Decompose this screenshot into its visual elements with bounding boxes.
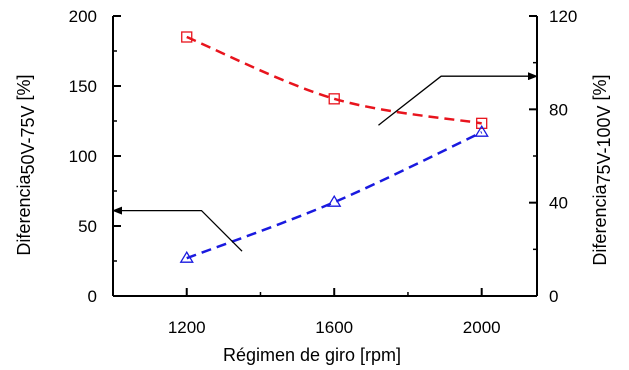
x-tick-label: 1200 <box>168 318 206 337</box>
triangle-marker <box>327 194 342 207</box>
y-left-axis-label-main: Diferencia <box>14 174 34 256</box>
y-right-axis-label: Diferencia75V-100V [%] <box>590 74 614 265</box>
triangle-marker <box>474 124 489 137</box>
y-left-axis-label-unit: [%] <box>14 74 34 105</box>
y-left-axis-label-sub: 50V-75V <box>18 105 38 174</box>
series-0-line <box>186 35 482 125</box>
arrow-to-right-axis <box>378 72 538 126</box>
y-left-axis-label: Diferencia50V-75V [%] <box>14 74 38 255</box>
y-right-axis-label-unit: [%] <box>590 74 610 105</box>
x-axis-label: Régimen de giro [rpm] <box>223 345 401 365</box>
annotations <box>112 72 538 252</box>
y-left-tick-label: 150 <box>69 77 97 96</box>
y-right-axis-label-sub: 75V-100V <box>594 105 614 184</box>
series <box>179 31 489 263</box>
y-right-tick-label: 0 <box>549 287 558 306</box>
square-marker <box>181 31 193 43</box>
y-left-tick-label: 200 <box>69 7 97 26</box>
square-marker <box>476 117 488 129</box>
y-right-tick-label: 40 <box>549 194 568 213</box>
arrow-to-left-axis <box>112 206 243 252</box>
y-right-axis-label-main: Diferencia <box>590 184 610 266</box>
square-marker <box>328 93 340 105</box>
y-right-tick-label: 80 <box>549 100 568 119</box>
y-left-tick-label: 0 <box>88 287 97 306</box>
triangle-marker <box>179 250 194 263</box>
series-1-line <box>186 131 483 260</box>
axes <box>112 16 538 297</box>
x-tick-label: 1600 <box>315 318 353 337</box>
y-right-tick-label: 120 <box>549 7 577 26</box>
x-tick-label: 2000 <box>463 318 501 337</box>
y-left-tick-label: 50 <box>78 217 97 236</box>
y-left-tick-label: 100 <box>69 147 97 166</box>
